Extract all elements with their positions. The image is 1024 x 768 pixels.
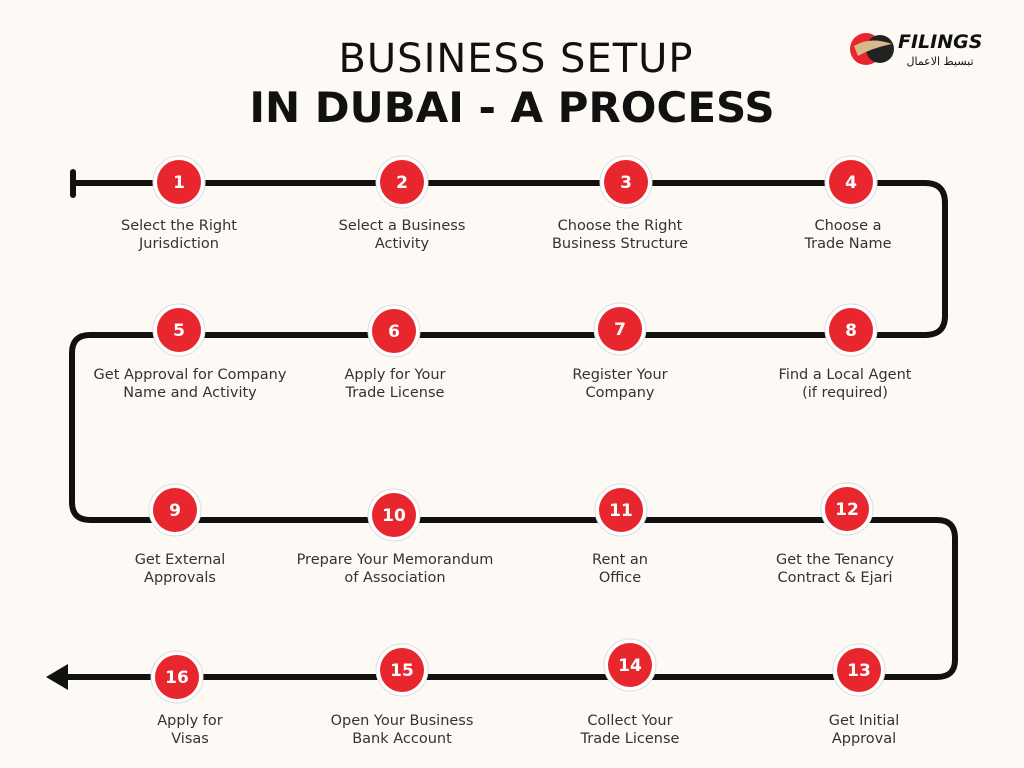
- step-label: Bank Account: [352, 731, 452, 747]
- step-number: 6: [388, 322, 400, 342]
- step-number: 13: [847, 661, 871, 681]
- step-label: Office: [599, 570, 641, 586]
- step-number: 7: [614, 320, 626, 340]
- step-number: 1: [173, 173, 185, 193]
- step-label: Select a Business: [339, 218, 466, 234]
- step: 13 Get Initial Approval: [829, 643, 900, 747]
- step-label: Select the Right: [121, 218, 237, 234]
- step: 10 Prepare Your Memorandum of Association: [297, 488, 494, 586]
- step-badge: [153, 488, 197, 532]
- step-badge: [825, 487, 869, 531]
- logo-tagline: تبسيط الاعمال: [906, 55, 973, 68]
- title-line2: IN DUBAI - A PROCESS: [249, 83, 774, 132]
- step-label: Get the Tenancy: [776, 552, 894, 568]
- step-label: Apply for: [157, 713, 223, 729]
- step-number: 9: [169, 501, 181, 521]
- step: 14 Collect Your Trade License: [580, 638, 680, 747]
- step-number: 4: [845, 173, 857, 193]
- step-number: 16: [165, 668, 189, 688]
- step: 3 Choose the Right Business Structure: [552, 155, 688, 252]
- step-badge: [599, 488, 643, 532]
- step-number: 12: [835, 500, 859, 520]
- step-label: Trade Name: [803, 236, 891, 252]
- step: 4 Choose a Trade Name: [803, 155, 892, 252]
- step-badge: [837, 648, 881, 692]
- step-label: Open Your Business: [331, 713, 474, 729]
- step: 5 Get Approval for Company Name and Activi…: [94, 303, 287, 401]
- logo-swoosh: [854, 40, 892, 56]
- step-number: 3: [620, 173, 632, 193]
- step-badge: [380, 648, 424, 692]
- step-label: Approvals: [144, 570, 216, 586]
- step-label: Choose the Right: [558, 218, 683, 234]
- step: 1 Select the Right Jurisdiction: [121, 155, 237, 252]
- step-number: 8: [845, 321, 857, 341]
- step-label: Trade License: [580, 731, 680, 747]
- step-badge: [380, 160, 424, 204]
- steps: 1 Select the Right Jurisdiction 2 Select a B…: [94, 155, 912, 747]
- step: 7 Register Your Company: [572, 302, 668, 401]
- step-badge: [598, 307, 642, 351]
- step-label: Visas: [171, 731, 209, 747]
- step-label: Register Your: [572, 367, 667, 383]
- step-label: Name and Activity: [123, 385, 257, 401]
- step-label: Jurisdiction: [138, 236, 219, 252]
- title-line1: BUSINESS SETUP: [338, 36, 693, 82]
- step: 9 Get External Approvals: [135, 483, 226, 586]
- step-label: Apply for Your: [344, 367, 445, 383]
- step-badge: [157, 160, 201, 204]
- step: 16 Apply for Visas: [150, 650, 223, 747]
- step-label: Activity: [375, 236, 430, 252]
- step-number: 5: [173, 321, 185, 341]
- step-number: 10: [382, 506, 406, 526]
- logo: FILINGS تبسيط الاعمال: [850, 31, 982, 68]
- step-badge: [372, 493, 416, 537]
- step-number: 15: [390, 661, 414, 681]
- step-label: Get External: [135, 552, 226, 568]
- step-badge: [608, 643, 652, 687]
- step-label: Business Structure: [552, 236, 688, 252]
- step-label: Trade License: [345, 385, 445, 401]
- step-label: Company: [586, 385, 655, 401]
- step: 12 Get the Tenancy Contract & Ejari: [776, 482, 894, 586]
- step-badge: [372, 309, 416, 353]
- step-label: Collect Your: [587, 713, 672, 729]
- step: 8 Find a Local Agent (if required): [779, 303, 912, 401]
- step-number: 14: [618, 656, 642, 676]
- step-label: Get Initial: [829, 713, 900, 729]
- step: 2 Select a Business Activity: [339, 155, 466, 252]
- step-label: Prepare Your Memorandum: [297, 552, 494, 568]
- step-label: Choose a: [814, 218, 881, 234]
- step-label: Contract & Ejari: [778, 570, 893, 586]
- process-path: [62, 180, 958, 680]
- step-label: Get Approval for Company: [94, 367, 287, 383]
- step-label: Find a Local Agent: [779, 367, 912, 383]
- step: 6 Apply for Your Trade License: [344, 304, 446, 401]
- step: 15 Open Your Business Bank Account: [331, 643, 474, 747]
- step-badge: [829, 308, 873, 352]
- step-badge: [157, 308, 201, 352]
- step-number: 2: [396, 173, 408, 193]
- step-badge: [604, 160, 648, 204]
- step-label: of Association: [344, 570, 445, 586]
- logo-name: FILINGS: [898, 31, 982, 53]
- step-badge: [829, 160, 873, 204]
- path-arrow: [46, 664, 68, 690]
- step: 11 Rent an Office: [592, 483, 648, 586]
- step-badge: [155, 655, 199, 699]
- step-label: Rent an: [592, 552, 648, 568]
- step-label: (if required): [802, 385, 888, 401]
- step-label: Approval: [832, 731, 896, 747]
- step-number: 11: [609, 501, 633, 521]
